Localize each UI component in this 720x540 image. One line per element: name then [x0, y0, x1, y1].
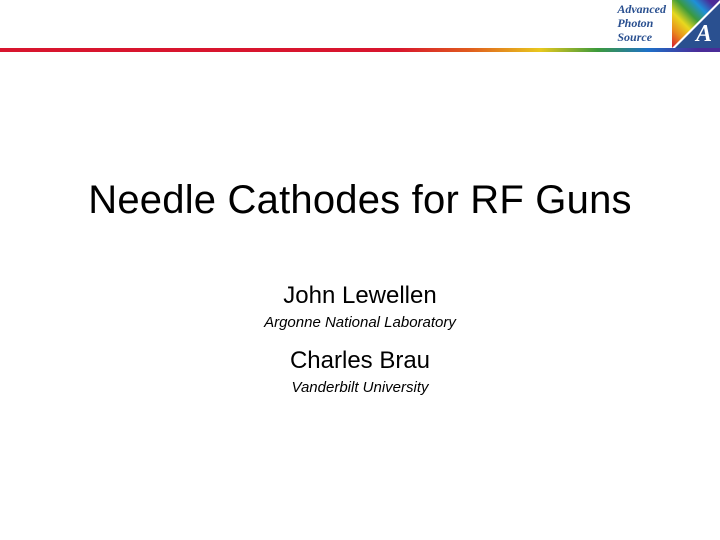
author-affiliation-2: Vanderbilt University [0, 379, 720, 396]
header-line-3: Source [617, 30, 666, 44]
author-affiliation-1: Argonne National Laboratory [0, 314, 720, 331]
header-text: Advanced Photon Source [617, 2, 666, 44]
aps-logo-icon: A [672, 0, 720, 48]
author-name-2: Charles Brau [0, 347, 720, 375]
authors-block: John Lewellen Argonne National Laborator… [0, 282, 720, 412]
header: Advanced Photon Source A [570, 0, 720, 48]
header-line-2: Photon [617, 16, 666, 30]
slide: Advanced Photon Source A Needle Ca [0, 0, 720, 540]
header-line-1: Advanced [617, 2, 666, 16]
author-name-1: John Lewellen [0, 282, 720, 310]
gradient-divider [0, 48, 720, 52]
logo-letter: A [694, 21, 712, 47]
slide-title: Needle Cathodes for RF Guns [0, 178, 720, 223]
